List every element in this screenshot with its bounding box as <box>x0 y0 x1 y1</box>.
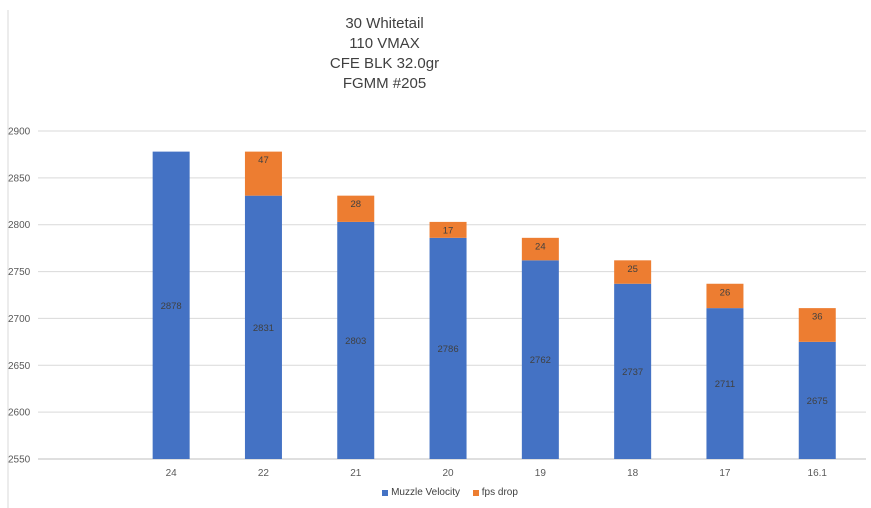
y-tick-label: 2800 <box>8 220 31 231</box>
data-label-muzzle-velocity: 2786 <box>437 344 458 355</box>
bar-fps-drop <box>798 308 836 342</box>
chart-title-line-4: FGMM #205 <box>342 75 427 92</box>
bar-muzzle-velocity <box>798 341 836 459</box>
y-tick-label: 2700 <box>8 314 31 325</box>
y-tick-label: 2850 <box>8 173 31 184</box>
bar-muzzle-velocity <box>152 151 190 460</box>
data-label-fps-drop: 25 <box>627 264 638 275</box>
bar-fps-drop <box>244 151 282 196</box>
data-label-fps-drop: 26 <box>720 287 731 298</box>
bar-muzzle-velocity <box>614 283 652 459</box>
data-label-muzzle-velocity: 2831 <box>253 323 274 334</box>
data-label-fps-drop: 36 <box>812 312 823 323</box>
y-tick-label: 2750 <box>8 267 31 278</box>
chart-title-line-2: 110 VMAX <box>349 35 420 52</box>
bar-fps-drop <box>337 195 375 222</box>
y-tick-label: 2650 <box>8 361 31 372</box>
data-label-muzzle-velocity: 2762 <box>530 355 551 366</box>
legend-item-muzzle-velocity: Muzzle Velocity <box>382 487 460 498</box>
bar-fps-drop <box>706 283 744 309</box>
bar-muzzle-velocity <box>244 195 282 460</box>
chart-legend: Muzzle Velocity fps drop <box>0 487 871 498</box>
data-label-fps-drop: 24 <box>535 241 546 252</box>
data-label-fps-drop: 47 <box>258 155 269 166</box>
x-tick-label: 20 <box>442 468 454 479</box>
x-tick-label: 21 <box>350 468 362 479</box>
x-tick-label: 17 <box>719 468 731 479</box>
x-tick-label: 24 <box>166 468 178 479</box>
bar-fps-drop <box>614 260 652 284</box>
legend-swatch-muzzle-velocity <box>382 489 389 496</box>
data-label-muzzle-velocity: 2737 <box>622 367 643 378</box>
data-label-muzzle-velocity: 2878 <box>161 301 182 312</box>
bar-muzzle-velocity <box>706 308 744 459</box>
x-tick-label: 22 <box>258 468 270 479</box>
data-label-muzzle-velocity: 2675 <box>807 396 828 407</box>
y-tick-label: 2550 <box>8 455 31 466</box>
data-label-muzzle-velocity: 2803 <box>345 336 366 347</box>
bar-muzzle-velocity <box>337 221 375 459</box>
x-tick-label: 19 <box>535 468 547 479</box>
legend-label-fps-drop: fps drop <box>481 487 518 498</box>
x-tick-label: 18 <box>627 468 639 479</box>
bar-muzzle-velocity <box>429 237 467 459</box>
data-label-fps-drop: 17 <box>443 225 454 236</box>
x-tick-label: 16.1 <box>808 468 828 479</box>
legend-swatch-fps-drop <box>472 489 479 496</box>
chart-title-line-3: CFE BLK 32.0gr <box>329 55 440 72</box>
data-label-fps-drop: 28 <box>350 199 361 210</box>
bar-fps-drop <box>429 221 467 238</box>
legend-item-fps-drop: fps drop <box>472 487 518 498</box>
data-label-muzzle-velocity: 2711 <box>715 379 735 390</box>
bar-fps-drop <box>521 237 559 261</box>
legend-label-muzzle-velocity: Muzzle Velocity <box>391 487 460 498</box>
y-tick-label: 2900 <box>8 127 31 138</box>
chart-title-line-1: 30 Whitetail <box>345 15 424 32</box>
y-tick-label: 2600 <box>8 408 31 419</box>
chart-title: 30 Whitetail 110 VMAX CFE BLK 32.0gr FGM… <box>0 14 769 94</box>
bar-muzzle-velocity <box>521 260 559 459</box>
